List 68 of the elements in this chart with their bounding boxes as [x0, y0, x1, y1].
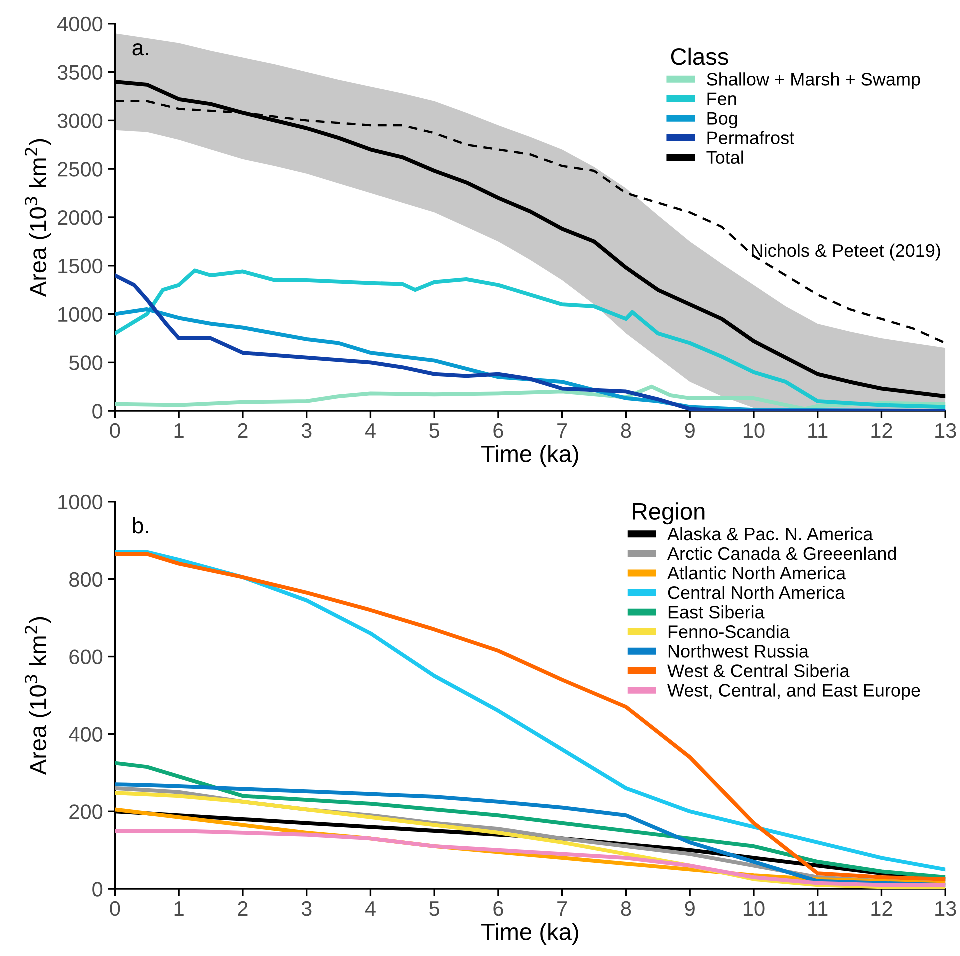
y-tick-label: 2000	[58, 210, 103, 226]
legend-label: West & Central Siberia	[668, 664, 850, 678]
y-tick-label: 400	[69, 727, 103, 742]
x-tick-label: 2	[238, 423, 248, 438]
legend-label: Total	[706, 150, 744, 164]
y-tick-label: 0	[92, 404, 103, 419]
legend-label: West, Central, and East Europe	[668, 684, 920, 701]
y-tick-label: 1500	[58, 258, 103, 274]
x-tick-label: 9	[685, 901, 695, 916]
y-tick-label: 1000	[58, 307, 103, 322]
legend-label: Alaska & Pac. N. America	[668, 527, 874, 541]
x-tick-label: 3	[302, 901, 312, 916]
legend-label: Fenno-Scandia	[668, 625, 790, 638]
x-tick-label: 13	[936, 423, 956, 438]
x-tick-label: 10	[744, 901, 765, 916]
x-tick-label: 12	[872, 423, 892, 438]
x-tick-label: 12	[872, 901, 892, 916]
line-series	[115, 761, 946, 880]
x-tick-label: 0	[110, 901, 120, 916]
legend-label: Fen	[708, 92, 736, 106]
y-tick-label: 3500	[58, 65, 103, 80]
y-tick-label: 500	[69, 356, 103, 370]
y-tick-label: 0	[92, 882, 103, 897]
x-tick-label: 6	[494, 423, 504, 438]
x-tick-label: 8	[621, 901, 632, 916]
y-tick-label: 600	[70, 650, 103, 665]
x-tick-label: 4	[365, 902, 376, 916]
legend-label: Permafrost	[708, 131, 794, 144]
x-tick-label: 0	[110, 423, 120, 438]
y-axis-title: Area (10$^{3}$ km$^{2}$)	[25, 617, 52, 776]
annotation: a.	[132, 44, 148, 56]
x-axis-title: Time (ka)	[482, 445, 578, 468]
x-tick-label: 7	[558, 902, 568, 916]
annotation: b.	[133, 517, 148, 534]
y-tick-label: 2500	[58, 162, 103, 177]
x-tick-label: 13	[936, 901, 956, 916]
legend-label: Shallow + Marsh + Swamp	[707, 72, 920, 90]
x-tick-label: 1	[174, 424, 184, 438]
x-tick-label: 1	[174, 902, 184, 916]
y-tick-label: 800	[70, 572, 103, 588]
legend-label: East Siberia	[668, 606, 765, 619]
legend-title: Class	[671, 48, 728, 66]
x-tick-label: 10	[744, 423, 765, 438]
x-tick-label: 5	[430, 902, 440, 916]
x-tick-label: 7	[558, 424, 568, 438]
y-tick-label: 3000	[58, 114, 103, 128]
annotation: Nichols & Peteet (2019)	[752, 244, 940, 261]
x-tick-label: 2	[238, 901, 248, 916]
legend-label: Bog	[708, 112, 738, 129]
x-axis-title: Time (ka)	[482, 923, 578, 946]
legend-label: Atlantic North America	[668, 566, 846, 580]
x-tick-label: 5	[430, 424, 440, 438]
x-tick-label: 3	[302, 423, 312, 438]
y-axis-title: Area (10$^{3}$ km$^{2}$)	[25, 139, 52, 298]
x-tick-label: 11	[808, 424, 828, 438]
x-tick-label: 11	[808, 902, 828, 916]
y-tick-label: 200	[70, 804, 103, 820]
x-tick-label: 4	[365, 424, 376, 438]
legend-label: Northwest Russia	[668, 644, 809, 658]
legend-label: Arctic Canada & Greeenland	[668, 546, 896, 560]
x-tick-label: 8	[621, 423, 632, 438]
legend-label: Central North America	[668, 586, 846, 600]
legend-title: Region	[633, 502, 705, 525]
line-series	[115, 829, 946, 888]
y-tick-label: 4000	[58, 16, 103, 32]
x-tick-label: 6	[494, 901, 504, 916]
x-tick-label: 9	[685, 423, 695, 438]
y-tick-label: 1000	[58, 494, 103, 510]
